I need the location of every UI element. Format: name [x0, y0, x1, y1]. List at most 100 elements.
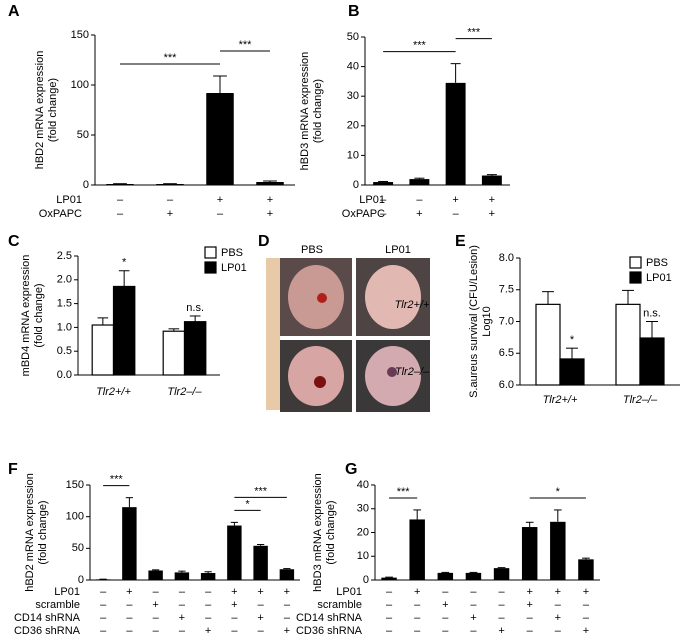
condition-sign: + — [416, 208, 422, 220]
condition-sign: – — [167, 194, 174, 206]
condition-sign: – — [583, 599, 590, 611]
bar — [481, 175, 502, 185]
legend-swatch — [204, 261, 217, 274]
x-tick-label: Tlr2–/– — [623, 394, 658, 406]
condition-sign: + — [452, 194, 458, 206]
significance-label: * — [245, 498, 250, 510]
y-tick-label: 1.5 — [57, 298, 72, 310]
condition-sign: – — [153, 612, 160, 624]
panel-label: E — [455, 233, 466, 250]
condition-sign: – — [179, 625, 186, 637]
bar — [437, 572, 454, 580]
condition-name: scramble — [317, 599, 362, 611]
bar — [465, 572, 482, 580]
y-tick-label: 2.0 — [57, 274, 72, 286]
y-axis-label: mBD4 mRNA expression — [20, 255, 32, 377]
y-tick-label: 50 — [72, 542, 84, 554]
condition-sign: + — [489, 208, 495, 220]
y-tick-label: 30 — [347, 90, 359, 102]
bar — [112, 285, 136, 376]
condition-sign: – — [380, 208, 387, 220]
legend-swatch — [629, 271, 642, 284]
bar — [373, 182, 394, 185]
row-label: Tlr2+/+ — [395, 299, 430, 311]
bar — [148, 570, 163, 580]
condition-sign: – — [100, 612, 107, 624]
condition-sign: – — [414, 612, 421, 624]
bar — [409, 519, 425, 580]
condition-sign: + — [217, 194, 223, 206]
y-tick-label: 40 — [347, 61, 359, 73]
y-tick-label: 0.0 — [57, 369, 72, 381]
condition-sign: + — [583, 586, 589, 598]
y-tick-label: 7.0 — [499, 315, 514, 327]
ruler — [266, 258, 280, 410]
condition-sign: + — [267, 208, 273, 220]
legend-label: LP01 — [221, 262, 247, 274]
x-tick-label: Tlr2+/+ — [96, 386, 131, 398]
significance-label: *** — [239, 39, 253, 51]
condition-sign: – — [126, 612, 133, 624]
y-tick-label: 8.0 — [499, 252, 514, 264]
condition-sign: – — [284, 612, 291, 624]
bar — [122, 507, 137, 580]
condition-sign: – — [414, 599, 421, 611]
y-tick-label: 0 — [83, 179, 89, 191]
condition-sign: – — [416, 194, 423, 206]
y-tick-label: 20 — [357, 526, 369, 538]
panel: F 0 50 100 150 hBD2 mRNA expression (fold chan… — [8, 461, 300, 637]
significance-label: *** — [110, 474, 124, 486]
y-tick-label: 0 — [78, 574, 84, 586]
y-tick-label: 7.5 — [499, 284, 514, 296]
skin — [288, 346, 344, 406]
condition-sign: – — [217, 208, 224, 220]
condition-sign: + — [257, 612, 263, 624]
condition-name: CD14 shRNA — [14, 612, 81, 624]
condition-sign: – — [583, 612, 590, 624]
lesion — [314, 376, 326, 388]
condition-sign: + — [498, 625, 504, 637]
condition-sign: – — [205, 612, 212, 624]
significance-label: *** — [413, 40, 427, 52]
bar — [445, 82, 466, 185]
column-label: PBS — [301, 244, 323, 256]
skin — [365, 265, 421, 329]
condition-sign: – — [386, 586, 393, 598]
significance-label: * — [570, 334, 575, 346]
condition-sign: – — [231, 612, 238, 624]
significance-label: *** — [164, 52, 178, 64]
condition-sign: – — [126, 599, 133, 611]
bar — [156, 184, 184, 185]
skin — [288, 265, 344, 329]
bar — [615, 303, 641, 386]
legend-label: LP01 — [646, 272, 672, 284]
row-label: Tlr2–/– — [395, 366, 430, 378]
condition-sign: – — [470, 625, 477, 637]
y-tick-label: 2.5 — [57, 250, 72, 262]
condition-sign: – — [442, 625, 449, 637]
condition-sign: + — [205, 625, 211, 637]
condition-name: CD14 shRNA — [296, 612, 363, 624]
y-axis-label: (fold change) — [47, 78, 59, 142]
bar — [279, 569, 295, 580]
bar — [206, 93, 234, 185]
condition-sign: – — [527, 612, 534, 624]
y-axis-label: hBD3 mRNA expression — [299, 52, 311, 171]
condition-sign: + — [526, 586, 532, 598]
y-tick-label: 1.0 — [57, 321, 72, 333]
y-axis-label: hBD2 mRNA expression — [24, 473, 36, 592]
y-tick-label: 30 — [357, 503, 369, 515]
condition-sign: – — [258, 625, 265, 637]
condition-sign: – — [386, 599, 393, 611]
condition-sign: – — [100, 625, 107, 637]
condition-sign: – — [442, 586, 449, 598]
lesion — [317, 293, 327, 303]
condition-name: CD36 shRNA — [14, 625, 81, 637]
condition-name: LP01 — [54, 586, 80, 598]
bar — [550, 521, 566, 580]
condition-sign: – — [380, 194, 387, 206]
panel: D PBS LP01 Tlr2+/+ Tlr2–/– — [258, 233, 430, 378]
condition-sign: – — [555, 599, 562, 611]
legend-swatch — [204, 246, 217, 259]
